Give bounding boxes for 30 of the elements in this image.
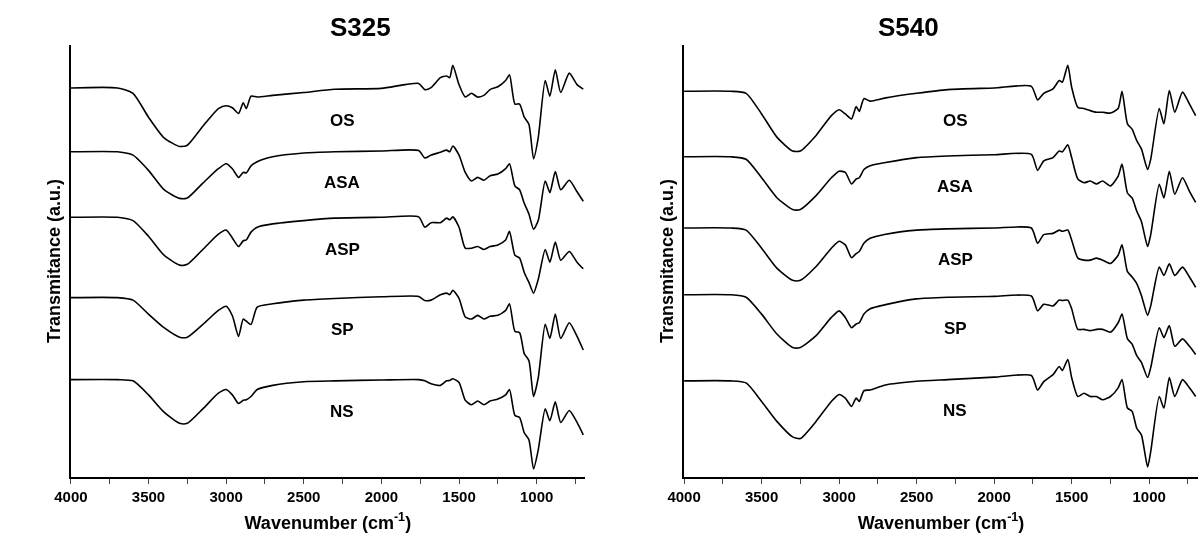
chart-title: S325 — [330, 12, 391, 42]
series-label: ASP — [938, 250, 973, 269]
x-tick-label: 2000 — [977, 488, 1011, 505]
series-label: SP — [944, 319, 967, 338]
x-axis-title: Wavenumber (cm$^{-1}$) — [244, 510, 412, 533]
y-axis-title: Transmitance (a.u.) — [657, 178, 678, 344]
series-label: NS — [330, 402, 354, 421]
x-tick-label: 3000 — [822, 488, 856, 505]
series-label: OS — [943, 111, 968, 130]
x-tick-label: 1000 — [1132, 488, 1166, 505]
y-axis-title: Transmitance (a.u.) — [43, 178, 64, 344]
x-tick-label: 1500 — [442, 488, 476, 505]
chart-title: S540 — [878, 12, 939, 42]
series-label: OS — [330, 111, 355, 130]
series-label: ASA — [937, 177, 973, 196]
series-label: ASP — [325, 240, 360, 259]
x-tick-label: 4000 — [54, 488, 88, 505]
series-label: NS — [943, 401, 967, 420]
x-tick-label: 3000 — [209, 488, 243, 505]
x-tick-label: 1500 — [1054, 488, 1089, 505]
x-axis-title: Wavenumber (cm$^{-1}$) — [857, 510, 1025, 533]
x-tick-label: 1000 — [519, 488, 554, 505]
x-tick-label: 3500 — [744, 488, 779, 505]
x-tick-label: 3500 — [131, 488, 166, 505]
series-label: ASA — [324, 173, 360, 192]
series-label: SP — [331, 320, 354, 339]
x-tick-label: 2500 — [287, 488, 321, 505]
x-tick-label: 2500 — [899, 488, 934, 505]
x-tick-label: 2000 — [364, 488, 399, 505]
x-tick-label: 4000 — [667, 488, 701, 505]
